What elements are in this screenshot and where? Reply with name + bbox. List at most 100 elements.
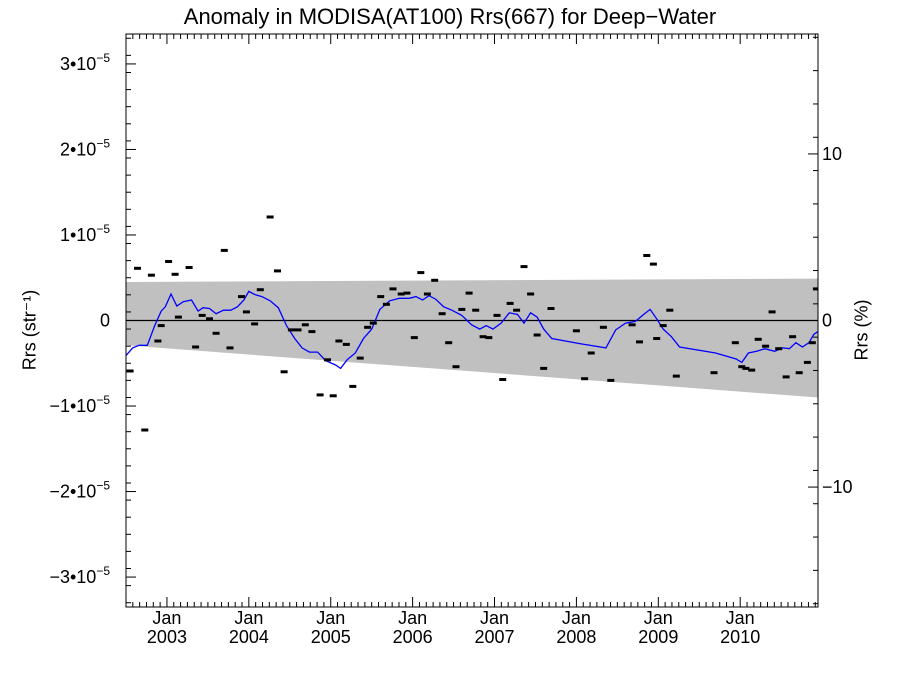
data-point-7 [171,272,179,276]
data-point-50 [472,308,480,312]
data-point-28 [324,358,331,362]
data-point-43 [423,292,431,296]
data-point-45 [438,312,446,316]
uncertainty-band [126,278,818,398]
data-point-77 [738,365,746,369]
data-point-62 [572,329,580,333]
data-point-66 [607,378,615,382]
data-point-87 [803,360,811,364]
data-point-65 [599,325,607,329]
data-point-24 [294,328,302,332]
x-tick-year-3: 2006 [393,627,433,647]
data-point-10 [192,345,200,349]
data-point-67 [628,323,636,327]
right-tick-label-1: 0 [822,311,832,331]
x-tick-month-3: Jan [398,608,427,628]
data-point-11 [198,313,206,317]
x-tick-month-2: Jan [316,608,345,628]
data-point-26 [308,330,316,334]
data-point-34 [364,325,372,329]
x-tick-month-4: Jan [480,608,509,628]
data-point-76 [731,341,739,345]
data-point-5 [157,324,165,328]
data-point-75 [710,371,718,375]
data-point-31 [342,342,350,346]
data-point-55 [506,301,514,305]
left-tick-label-4: −1•10−5 [49,393,110,416]
left-tick-label-2: 1•10−5 [60,222,110,245]
data-point-64 [587,351,595,355]
data-point-25 [301,323,309,327]
left-tick-label-5: −2•10−5 [49,479,110,502]
data-point-53 [493,313,501,317]
data-point-40 [403,291,411,295]
data-point-83 [775,347,783,351]
data-point-41 [410,336,418,340]
left-tick-label-1: 2•10−5 [60,136,110,159]
data-point-58 [527,292,535,296]
data-point-69 [643,254,651,257]
data-point-35 [369,321,377,325]
data-point-12 [206,317,213,321]
data-point-63 [581,377,589,381]
x-tick-month-0: Jan [152,608,181,628]
data-point-59 [533,333,541,337]
data-point-49 [465,291,473,295]
data-point-73 [666,308,674,312]
data-point-86 [795,371,803,375]
data-point-13 [212,331,220,335]
data-point-47 [452,365,460,369]
data-point-8 [174,315,182,319]
data-point-20 [266,215,274,219]
data-point-6 [165,260,173,263]
right-tick-label-0: 10 [822,144,842,164]
x-tick-year-2: 2005 [311,627,351,647]
x-tick-month-7: Jan [726,608,755,628]
data-point-61 [547,307,555,310]
x-tick-year-1: 2004 [229,627,269,647]
data-point-29 [329,394,337,398]
data-point-79 [748,368,756,372]
data-point-38 [389,287,397,291]
data-point-23 [287,328,295,332]
data-point-56 [513,308,521,312]
data-point-9 [185,266,193,269]
data-point-17 [242,310,250,314]
data-point-70 [649,262,657,266]
data-point-80 [754,337,762,341]
x-tick-month-5: Jan [562,608,591,628]
data-point-1 [134,266,141,270]
y-axis-label-left: Rrs (str⁻¹) [19,289,40,371]
data-point-72 [659,324,667,328]
data-point-27 [316,393,324,397]
data-point-0 [126,369,134,373]
data-point-85 [789,335,797,339]
data-point-14 [220,248,228,252]
data-point-44 [431,278,439,282]
data-point-48 [458,307,466,311]
data-point-88 [808,341,816,345]
data-point-42 [417,271,425,275]
data-point-51 [479,335,487,339]
data-point-21 [274,269,281,273]
data-point-60 [540,366,548,370]
data-point-30 [335,339,343,343]
data-point-2 [141,428,149,432]
data-point-36 [377,295,385,299]
data-point-52 [485,336,493,340]
x-tick-year-7: 2010 [720,627,760,647]
data-point-57 [520,265,528,269]
data-point-74 [672,374,680,378]
data-point-4 [154,339,162,343]
data-point-78 [742,366,750,370]
series-line-smoothed [126,290,818,370]
left-tick-label-6: −3•10−5 [49,564,110,587]
x-tick-year-5: 2008 [556,627,596,647]
data-point-68 [636,340,643,344]
data-point-33 [356,356,364,360]
x-tick-year-0: 2003 [147,627,187,647]
left-tick-label-3: 0 [100,311,110,331]
data-point-71 [653,337,661,340]
right-tick-label-2: −10 [822,477,853,497]
